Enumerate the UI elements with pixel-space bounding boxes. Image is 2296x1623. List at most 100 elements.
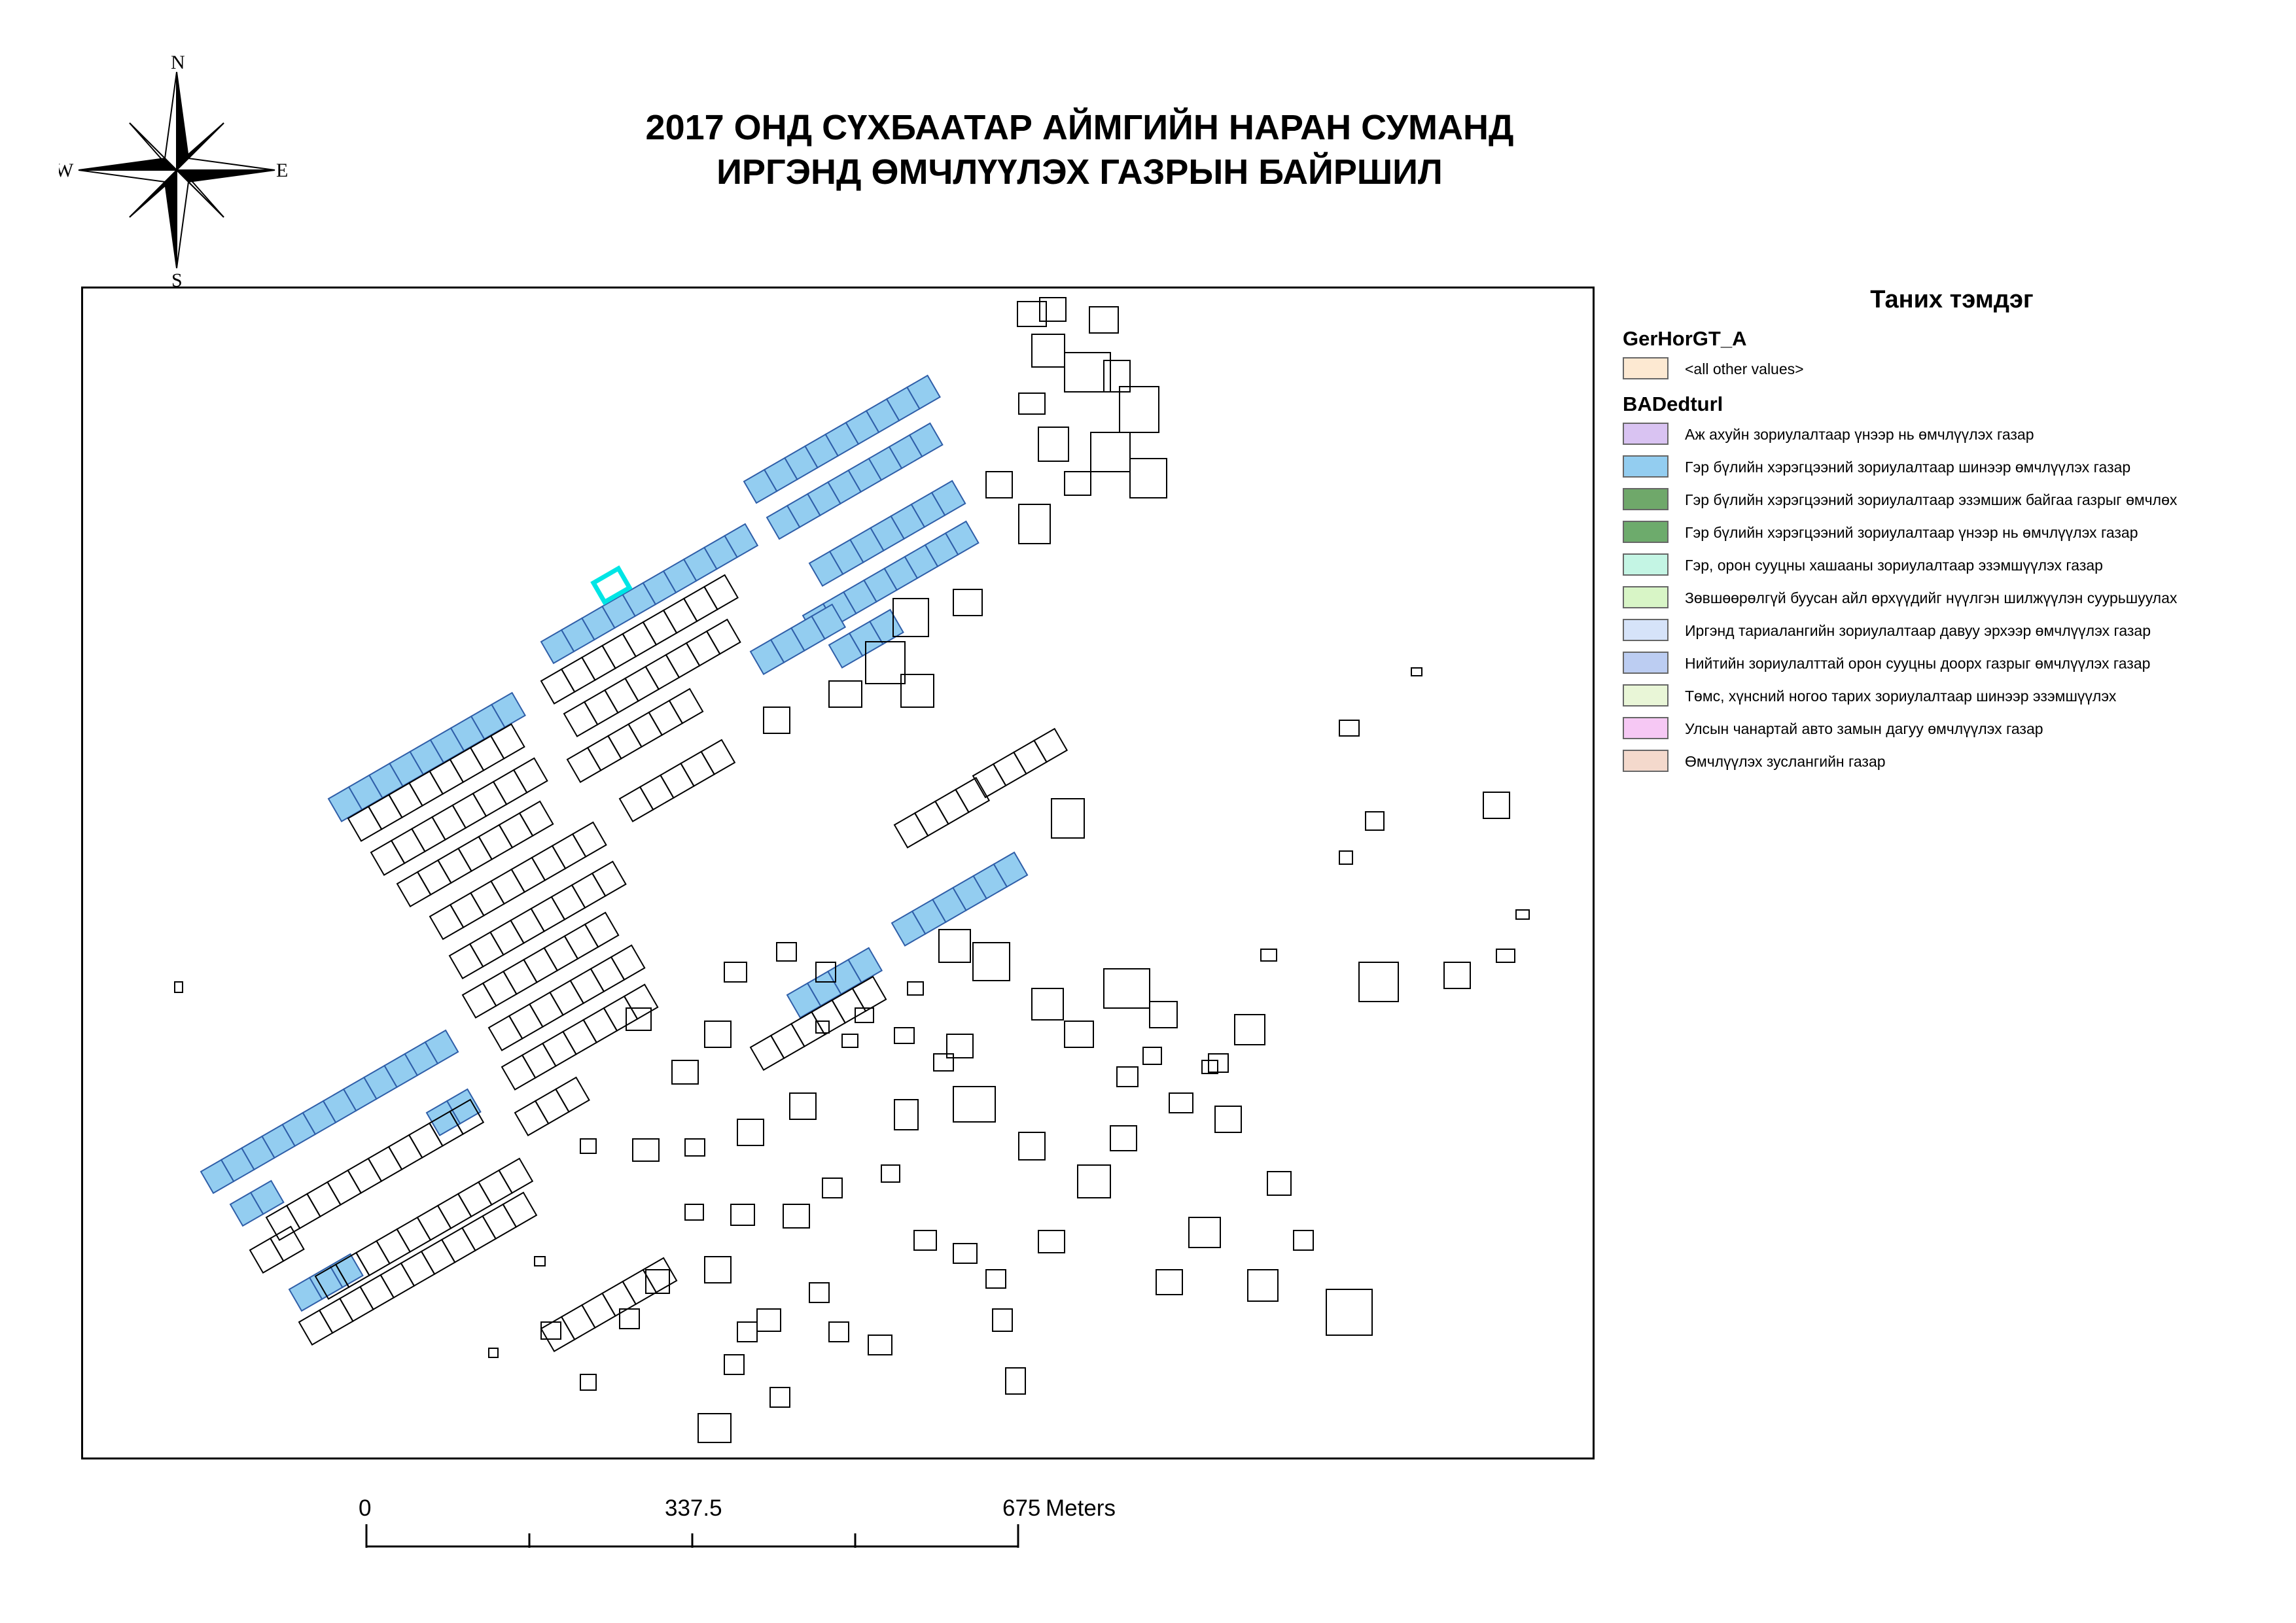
household-plot[interactable] — [645, 654, 680, 690]
household-plot[interactable] — [1033, 727, 1069, 763]
household-plot[interactable] — [851, 975, 887, 1012]
household-plot[interactable] — [436, 1193, 472, 1229]
new-ownership-parcel[interactable] — [724, 523, 759, 559]
household-plot[interactable] — [448, 943, 484, 979]
household-plot[interactable] — [551, 833, 587, 869]
household-plot[interactable] — [749, 1034, 785, 1071]
household-plot[interactable] — [660, 762, 695, 799]
new-ownership-parcel[interactable] — [869, 608, 904, 645]
household-plot[interactable] — [582, 1007, 618, 1043]
household-plot[interactable] — [461, 1215, 497, 1251]
household-plot[interactable] — [429, 903, 465, 940]
household-plot[interactable] — [591, 860, 627, 897]
household-plot[interactable] — [420, 1238, 456, 1275]
household-plot[interactable] — [571, 821, 607, 858]
new-ownership-parcel[interactable] — [944, 520, 980, 556]
household-plot[interactable] — [437, 847, 472, 884]
new-ownership-parcel[interactable] — [993, 851, 1029, 888]
household-plot[interactable] — [648, 699, 684, 736]
new-ownership-parcel[interactable] — [249, 1179, 285, 1215]
household-plot[interactable] — [508, 1003, 544, 1039]
household-plot[interactable] — [492, 769, 528, 805]
household-plot[interactable] — [461, 982, 497, 1019]
household-plot[interactable] — [440, 1227, 476, 1263]
household-plot[interactable] — [523, 947, 559, 983]
household-plot[interactable] — [416, 859, 452, 896]
new-ownership-parcel[interactable] — [847, 947, 883, 983]
household-plot[interactable] — [530, 896, 566, 932]
household-plot[interactable] — [682, 585, 718, 622]
household-plot[interactable] — [470, 880, 505, 916]
household-plot[interactable] — [482, 1203, 518, 1240]
household-plot[interactable] — [457, 1181, 493, 1217]
household-plot[interactable] — [431, 804, 467, 841]
household-plot[interactable] — [510, 907, 546, 944]
household-plot[interactable] — [370, 839, 406, 876]
household-plot[interactable] — [700, 739, 736, 775]
household-plot[interactable] — [489, 919, 525, 956]
household-plot[interactable] — [543, 935, 579, 971]
household-plot[interactable] — [586, 735, 622, 771]
household-plot[interactable] — [501, 1054, 537, 1091]
household-plot[interactable] — [359, 1274, 395, 1310]
household-plot[interactable] — [642, 1257, 678, 1293]
household-plot[interactable] — [390, 828, 426, 864]
new-ownership-parcel[interactable] — [491, 691, 526, 728]
household-plot[interactable] — [498, 812, 534, 848]
new-ownership-parcel[interactable] — [446, 1088, 482, 1125]
new-ownership-parcel[interactable] — [906, 374, 941, 410]
household-plot[interactable] — [584, 911, 620, 948]
household-plot[interactable] — [518, 800, 554, 837]
household-plot[interactable] — [705, 618, 741, 655]
household-plot[interactable] — [571, 872, 607, 909]
household-plot[interactable] — [380, 1262, 415, 1299]
household-plot[interactable] — [703, 574, 739, 610]
household-plot[interactable] — [367, 1145, 403, 1182]
household-plot[interactable] — [318, 1297, 354, 1334]
household-plot[interactable] — [550, 884, 586, 920]
household-plot[interactable] — [339, 1285, 374, 1322]
household-plot[interactable] — [581, 1292, 616, 1329]
household-plot[interactable] — [563, 923, 599, 960]
household-plot[interactable] — [769, 1022, 805, 1059]
household-plot[interactable] — [604, 677, 639, 714]
household-plot[interactable] — [624, 665, 660, 702]
household-plot[interactable] — [560, 656, 596, 693]
household-plot[interactable] — [607, 723, 643, 759]
new-ownership-parcel[interactable] — [908, 422, 944, 458]
household-plot[interactable] — [411, 816, 446, 852]
household-plot[interactable] — [992, 751, 1027, 787]
household-plot[interactable] — [478, 1169, 513, 1206]
household-plot[interactable] — [1013, 739, 1048, 775]
household-plot[interactable] — [269, 1225, 305, 1262]
household-plot[interactable] — [563, 701, 599, 737]
household-plot[interactable] — [490, 868, 526, 905]
household-plot[interactable] — [400, 1250, 436, 1287]
household-plot[interactable] — [451, 792, 487, 829]
household-plot[interactable] — [560, 1304, 596, 1340]
household-plot[interactable] — [327, 1169, 362, 1206]
household-plot[interactable] — [603, 995, 639, 1032]
household-plot[interactable] — [610, 944, 646, 981]
household-plot[interactable] — [355, 1240, 391, 1276]
household-plot[interactable] — [514, 1100, 550, 1136]
household-plot[interactable] — [642, 609, 678, 646]
household-plot[interactable] — [562, 1019, 598, 1055]
household-plot[interactable] — [482, 970, 518, 1007]
household-plot[interactable] — [549, 979, 585, 1016]
household-plot[interactable] — [396, 1216, 432, 1253]
household-plot[interactable] — [590, 956, 626, 992]
household-plot[interactable] — [685, 630, 721, 667]
household-plot[interactable] — [622, 1268, 658, 1305]
household-plot[interactable] — [601, 633, 637, 669]
household-plot[interactable] — [347, 1157, 383, 1194]
household-plot[interactable] — [285, 1193, 321, 1229]
household-plot[interactable] — [457, 835, 493, 872]
household-plot[interactable] — [387, 1134, 423, 1170]
household-plot[interactable] — [449, 1098, 485, 1135]
household-plot[interactable] — [665, 642, 701, 678]
new-ownership-parcel[interactable] — [930, 480, 966, 516]
household-plot[interactable] — [249, 1237, 285, 1274]
household-plot[interactable] — [298, 1309, 334, 1346]
selected-parcel-highlight[interactable] — [590, 565, 633, 606]
